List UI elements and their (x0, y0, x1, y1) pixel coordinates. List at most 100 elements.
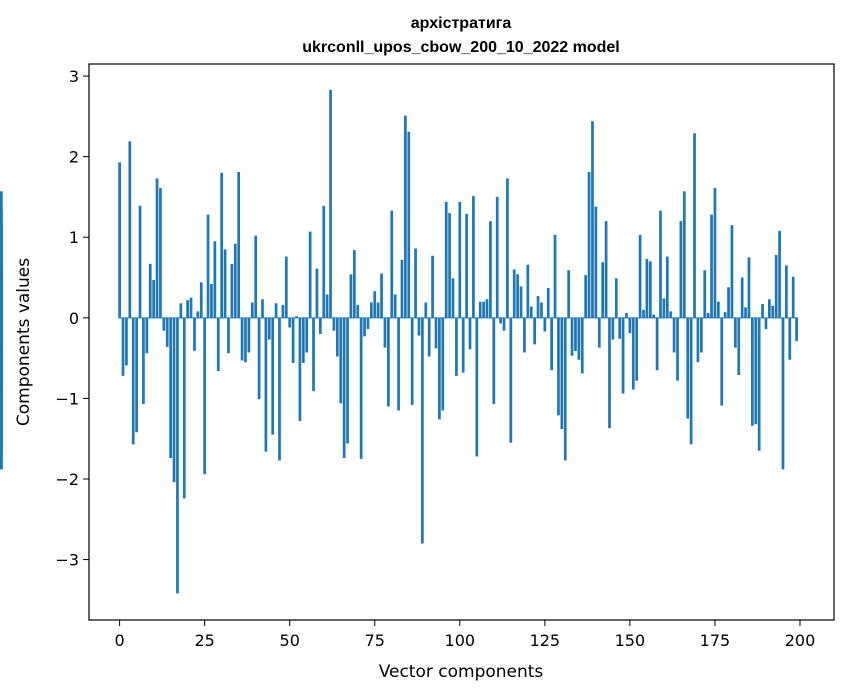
x-tick-label: 75 (365, 631, 385, 650)
bar (376, 302, 380, 318)
bar (635, 317, 639, 381)
bar (727, 287, 730, 318)
bar (387, 317, 390, 407)
bar (145, 317, 149, 354)
bar (604, 221, 608, 318)
bar (335, 317, 339, 357)
bar (322, 205, 326, 318)
bar (502, 317, 506, 331)
chart-title-line-2: ukrconll_upos_cbow_200_10_2022 model (302, 39, 619, 56)
bar (597, 317, 601, 348)
bar (516, 274, 519, 318)
bar (308, 231, 312, 318)
bar (710, 214, 713, 318)
bar (614, 278, 618, 318)
bar (587, 171, 591, 318)
bar (733, 317, 737, 348)
bar (706, 312, 710, 318)
bar (121, 317, 125, 376)
bar (230, 263, 234, 318)
bar (676, 317, 679, 381)
x-tick-label: 50 (280, 631, 300, 650)
bar (472, 196, 475, 318)
bar (380, 273, 383, 318)
bar (730, 225, 734, 318)
bar (427, 317, 431, 357)
bar (723, 312, 727, 318)
bar (761, 304, 764, 318)
bar (465, 213, 468, 318)
bar (148, 263, 152, 318)
bar (298, 317, 302, 421)
bar (489, 221, 492, 318)
bar (404, 115, 407, 318)
bar (791, 276, 795, 318)
bar (278, 317, 281, 461)
bar (764, 317, 768, 330)
bar (458, 201, 462, 318)
bar (492, 317, 496, 405)
bar (352, 250, 356, 318)
bar (679, 221, 683, 318)
bar (397, 317, 400, 411)
bar (312, 317, 315, 392)
bar (346, 317, 349, 444)
x-axis: 0 25 50 75 100 125 150 175 200 (115, 620, 816, 650)
bar (567, 270, 571, 318)
bar (434, 317, 438, 349)
bar (257, 317, 261, 400)
bar (577, 317, 581, 360)
bar (499, 317, 502, 324)
bar (785, 265, 788, 318)
y-axis: −3 −2 −1 0 1 2 3 (55, 67, 89, 570)
x-tick-label: 175 (700, 631, 731, 650)
bar (264, 317, 268, 452)
bar (720, 317, 724, 406)
bar (417, 317, 421, 336)
bar (475, 317, 479, 457)
bar (441, 317, 445, 411)
bar (659, 210, 662, 318)
bar (778, 230, 781, 318)
bar (366, 317, 370, 330)
bar (560, 317, 564, 430)
bar (648, 261, 652, 318)
bar (716, 301, 720, 318)
bar (169, 317, 172, 459)
bar (254, 235, 258, 318)
bar (751, 317, 754, 426)
bar (533, 317, 536, 345)
y-axis-label: Components values (14, 258, 34, 426)
bar (142, 317, 145, 405)
bar (774, 254, 778, 318)
bar (512, 269, 516, 318)
x-tick-label: 125 (530, 631, 561, 650)
bar (662, 298, 666, 318)
bar (529, 306, 533, 318)
bar (478, 301, 482, 318)
bar (267, 317, 271, 340)
bar (519, 286, 523, 318)
bar (509, 317, 513, 443)
bar (414, 248, 417, 318)
bar (213, 241, 217, 318)
bar (118, 162, 121, 318)
x-tick-label: 200 (785, 631, 816, 650)
bar (291, 317, 295, 363)
bar (261, 299, 264, 318)
y-tick-label: 3 (69, 67, 79, 86)
bar (410, 317, 414, 405)
bar (540, 302, 543, 318)
bar (747, 257, 751, 318)
bar (611, 317, 615, 340)
bar (339, 317, 343, 404)
bar (359, 317, 363, 459)
bar (128, 141, 132, 318)
bar (363, 317, 366, 337)
bar (383, 317, 387, 348)
bar (159, 188, 162, 318)
bar (193, 317, 196, 351)
bar (485, 299, 489, 318)
bar (165, 317, 169, 347)
